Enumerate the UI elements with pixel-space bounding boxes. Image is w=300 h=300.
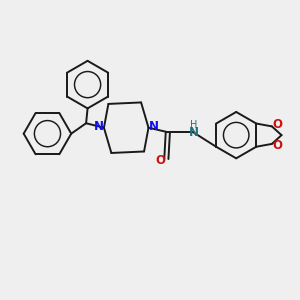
- Text: N: N: [94, 120, 104, 133]
- Text: O: O: [273, 118, 283, 131]
- Text: N: N: [148, 120, 159, 133]
- Text: N: N: [188, 126, 198, 139]
- Text: O: O: [155, 154, 165, 167]
- Text: O: O: [273, 139, 283, 152]
- Text: H: H: [190, 120, 197, 130]
